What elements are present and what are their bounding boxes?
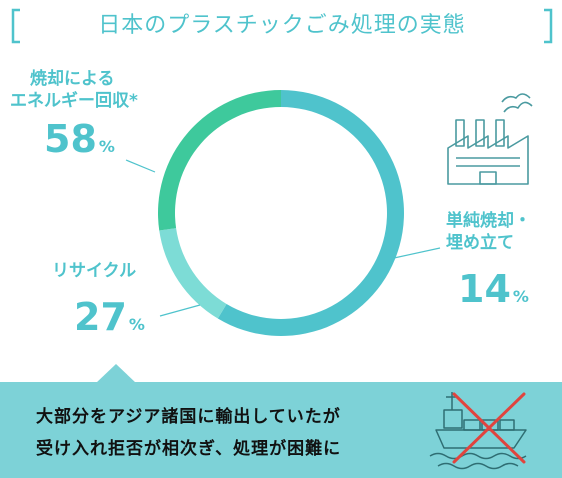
banner-text-line2: 受け入れ拒否が相次ぎ、処理が困難に bbox=[36, 439, 342, 459]
label-landfill-value: 14% bbox=[446, 268, 531, 318]
label-incineration-landfill: 単純焼却・ 埋め立て 14% bbox=[446, 210, 531, 318]
leader-line-recycle bbox=[159, 304, 201, 317]
banner-text-line1: 大部分をアジア諸国に輸出していたが bbox=[36, 407, 341, 427]
label-recycle-name: リサイクル bbox=[52, 261, 137, 281]
cross-icon bbox=[452, 392, 526, 464]
donut-slice-0 bbox=[217, 90, 404, 336]
donut-slice-2 bbox=[158, 89, 281, 231]
chart-title: 日本のプラスチックごみ処理の実態 bbox=[98, 13, 466, 38]
value-energy: 58 bbox=[44, 117, 97, 161]
label-energy-line2: エネルギー回収* bbox=[10, 91, 138, 111]
value-recycle: 27 bbox=[74, 295, 127, 339]
label-recycle: リサイクル 27% bbox=[52, 260, 145, 346]
label-energy-value: 58% bbox=[10, 118, 138, 168]
label-recycle-value: 27% bbox=[52, 296, 145, 346]
label-landfill-line1: 単純焼却・ bbox=[446, 211, 531, 231]
donut-slice-1 bbox=[159, 228, 227, 319]
value-landfill: 14 bbox=[458, 267, 511, 311]
banner-pointer bbox=[96, 364, 136, 383]
chart-title-box: 日本のプラスチックごみ処理の実態 bbox=[10, 8, 554, 44]
factory-icon bbox=[447, 93, 533, 185]
label-energy-recovery: 焼却による エネルギー回収* 58% bbox=[10, 68, 138, 168]
leader-line-landfill bbox=[393, 247, 441, 259]
unit-recycle: % bbox=[128, 315, 145, 334]
leader-line-energy bbox=[125, 159, 156, 173]
cargo-ship-icon bbox=[429, 392, 527, 470]
label-landfill-line2: 埋め立て bbox=[446, 233, 514, 253]
label-energy-line1: 焼却による bbox=[30, 69, 115, 89]
unit-energy: % bbox=[98, 137, 115, 156]
title-brackets bbox=[11, 8, 553, 44]
unit-landfill: % bbox=[512, 287, 529, 306]
